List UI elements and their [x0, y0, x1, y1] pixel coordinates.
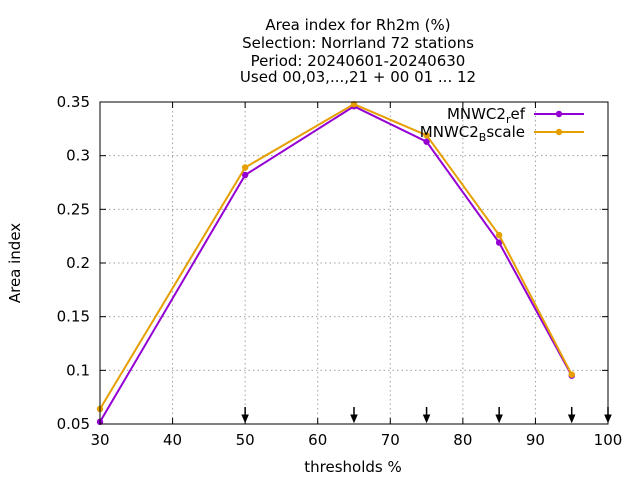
title-line-3: Period: 20240601-20240630 [251, 52, 466, 70]
threshold-arrow [567, 407, 576, 424]
series-line [99, 103, 573, 410]
title-line-4: Used 00,03,...,21 + 00 01 ... 12 [240, 68, 476, 86]
y-tick-label: 0.1 [66, 361, 90, 379]
x-axis-label: thresholds % [304, 458, 401, 476]
x-tick-label: 30 [90, 431, 109, 449]
plot-frame [99, 101, 609, 425]
legend-entry-2: MNWC2Bscale [420, 123, 584, 144]
threshold-arrow [495, 407, 503, 424]
threshold-arrow [422, 407, 431, 424]
y-tick-label: 0.35 [57, 93, 90, 111]
chart-title: Area index for Rh2m (%) Selection: Norrl… [240, 16, 476, 86]
series-group [96, 100, 575, 426]
y-tick-label: 0.05 [57, 415, 90, 433]
axis-ticks: 30 40 50 60 70 80 90 100 0.05 0.1 0.15 0.2 0.25 0.3 0.… [57, 93, 623, 449]
series-line [99, 105, 573, 423]
legend-swatch-point [555, 110, 563, 118]
y-tick-label: 0.2 [66, 254, 90, 272]
threshold-arrows [241, 407, 612, 424]
title-line-1: Area index for Rh2m (%) [265, 16, 450, 34]
x-tick-label: 40 [163, 431, 182, 449]
x-tick-label: 60 [308, 431, 327, 449]
y-tick-label: 0.3 [66, 147, 90, 165]
data-point [241, 164, 249, 171]
x-tick-label: 50 [236, 431, 255, 449]
y-tick-label: 0.25 [57, 200, 90, 218]
legend-entry-1: MNWC2ref [447, 105, 584, 126]
data-point [568, 371, 575, 378]
grid [100, 102, 608, 424]
data-point [495, 239, 503, 246]
legend-swatch-point [555, 128, 563, 136]
legend-label: MNWC2ref [447, 105, 526, 126]
title-line-2: Selection: Norrland 72 stations [242, 34, 474, 52]
data-point [350, 100, 358, 108]
y-tick-label: 0.15 [57, 308, 90, 326]
data-point [423, 132, 430, 139]
series-2 [96, 100, 575, 413]
data-point [495, 231, 503, 239]
x-tick-label: 100 [594, 431, 623, 449]
data-point [241, 171, 249, 179]
legend-label: MNWC2Bscale [420, 123, 525, 144]
threshold-arrow [350, 407, 358, 424]
x-tick-label: 80 [453, 431, 472, 449]
y-axis-label: Area index [6, 223, 24, 303]
threshold-arrow [241, 407, 249, 424]
x-tick-label: 90 [526, 431, 545, 449]
series-1 [96, 103, 575, 426]
data-point [423, 138, 430, 145]
x-tick-label: 70 [381, 431, 400, 449]
